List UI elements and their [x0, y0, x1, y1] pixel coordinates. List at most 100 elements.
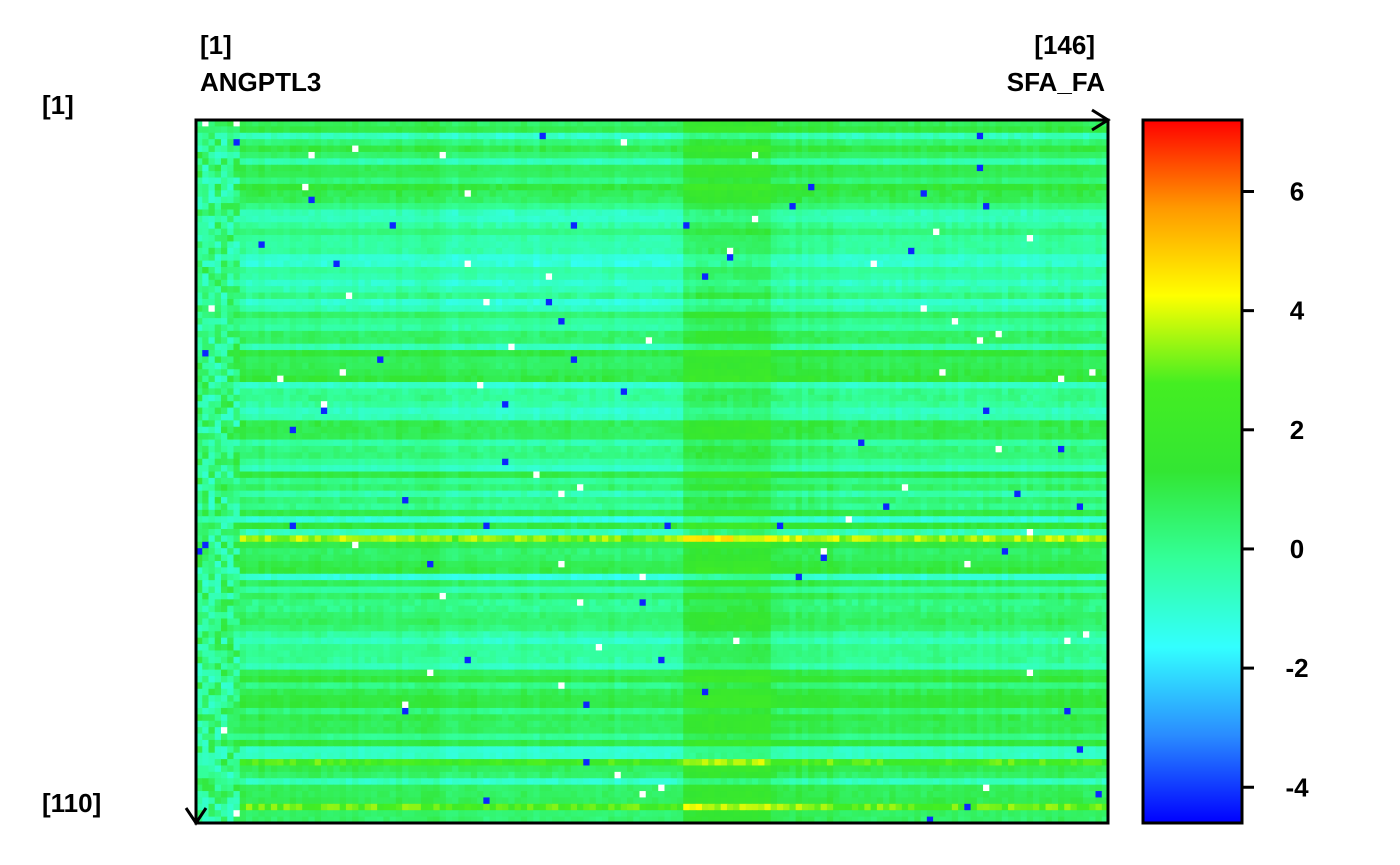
heatmap-cell	[433, 145, 441, 153]
heatmap-cell	[1026, 158, 1034, 166]
heatmap-cell	[452, 273, 459, 281]
heatmap-cell	[976, 279, 984, 287]
heatmap-cell	[1064, 286, 1072, 294]
heatmap-cell	[258, 183, 266, 191]
heatmap-cell	[439, 145, 447, 153]
heatmap-cell	[233, 298, 241, 306]
heatmap-cell	[983, 286, 990, 294]
heatmap-cell	[701, 228, 709, 236]
heatmap-cell	[1014, 120, 1022, 127]
heatmap-cell	[489, 235, 497, 243]
heatmap-cell	[720, 177, 728, 185]
heatmap-cell	[295, 132, 303, 140]
heatmap-cell	[976, 292, 984, 300]
heatmap-cell	[1051, 247, 1059, 255]
heatmap-cell	[589, 145, 597, 153]
heatmap-cell	[833, 120, 840, 127]
heatmap-cell	[770, 298, 778, 306]
heatmap-cell	[402, 132, 409, 140]
heatmap-cell	[795, 279, 803, 287]
heatmap-cell	[926, 247, 934, 255]
heatmap-cell	[402, 292, 409, 300]
heatmap-cell	[1064, 222, 1072, 230]
heatmap-cell	[302, 330, 310, 338]
heatmap-cell	[726, 203, 734, 211]
heatmap-cell	[533, 260, 541, 268]
heatmap-cell	[227, 266, 235, 274]
heatmap-cell	[583, 330, 591, 338]
heatmap-cell	[502, 235, 509, 243]
heatmap-cell	[983, 132, 990, 140]
heatmap-cell	[751, 330, 759, 338]
heatmap-cell	[639, 273, 647, 281]
heatmap-cell	[1020, 298, 1028, 306]
heatmap-cell	[389, 203, 397, 211]
heatmap-cell	[1008, 215, 1015, 223]
heatmap-cell	[420, 311, 428, 319]
heatmap-cell	[639, 292, 647, 300]
heatmap-cell	[751, 145, 759, 153]
heatmap-cell	[395, 196, 403, 204]
heatmap-cell	[714, 215, 722, 223]
heatmap-cell	[583, 209, 591, 217]
heatmap-cell	[851, 247, 859, 255]
heatmap-cell	[908, 273, 915, 281]
heatmap-cell	[1008, 190, 1015, 198]
heatmap-cell	[270, 292, 278, 300]
heatmap-cell	[870, 196, 878, 204]
heatmap-cell	[527, 241, 534, 249]
heatmap-cell	[652, 222, 659, 230]
heatmap-cell	[258, 305, 266, 313]
heatmap-cell	[477, 190, 484, 198]
heatmap-cell	[477, 228, 484, 236]
heatmap-cell	[377, 145, 384, 153]
heatmap-cell	[1076, 247, 1084, 255]
heatmap-cell	[733, 266, 741, 274]
heatmap-cell	[508, 120, 516, 127]
heatmap-cell	[433, 126, 441, 134]
heatmap-cell	[402, 171, 409, 179]
heatmap-cell	[245, 279, 253, 287]
heatmap-cell	[658, 311, 666, 319]
heatmap-cell	[570, 151, 578, 159]
heatmap-cell	[364, 171, 372, 179]
heatmap-cell	[951, 228, 959, 236]
heatmap-cell	[670, 305, 678, 313]
heatmap-cell	[458, 286, 466, 294]
heatmap-cell	[233, 139, 241, 147]
heatmap-cell	[245, 222, 253, 230]
heatmap-cell	[901, 139, 909, 147]
heatmap-cell	[989, 305, 997, 313]
heatmap-cell	[1076, 286, 1084, 294]
heatmap-cell	[676, 260, 684, 268]
heatmap-cell	[645, 203, 653, 211]
heatmap-cell	[851, 324, 859, 332]
heatmap-cell	[851, 171, 859, 179]
heatmap-cell	[808, 292, 816, 300]
heatmap-cell	[751, 171, 759, 179]
heatmap-cell	[801, 247, 809, 255]
heatmap-cell	[570, 330, 578, 338]
heatmap-cell	[552, 324, 559, 332]
heatmap-cell	[664, 298, 672, 306]
heatmap-cell	[945, 132, 953, 140]
heatmap-cell	[745, 203, 753, 211]
heatmap-cell	[620, 305, 628, 313]
heatmap-cell	[870, 228, 878, 236]
heatmap-cell	[1058, 139, 1065, 147]
heatmap-cell	[358, 171, 366, 179]
heatmap-cell	[864, 324, 872, 332]
heatmap-cell	[652, 266, 659, 274]
heatmap-cell	[795, 177, 803, 185]
heatmap-cell	[839, 164, 847, 172]
heatmap-cell	[989, 203, 997, 211]
heatmap-cell	[820, 120, 828, 127]
heatmap-cell	[402, 209, 409, 217]
heatmap-cell	[483, 292, 491, 300]
heatmap-cell	[533, 158, 541, 166]
heatmap-cell	[420, 151, 428, 159]
heatmap-cell	[558, 164, 566, 172]
heatmap-cell	[308, 120, 316, 127]
heatmap-cell	[895, 215, 903, 223]
heatmap-cell	[339, 241, 347, 249]
